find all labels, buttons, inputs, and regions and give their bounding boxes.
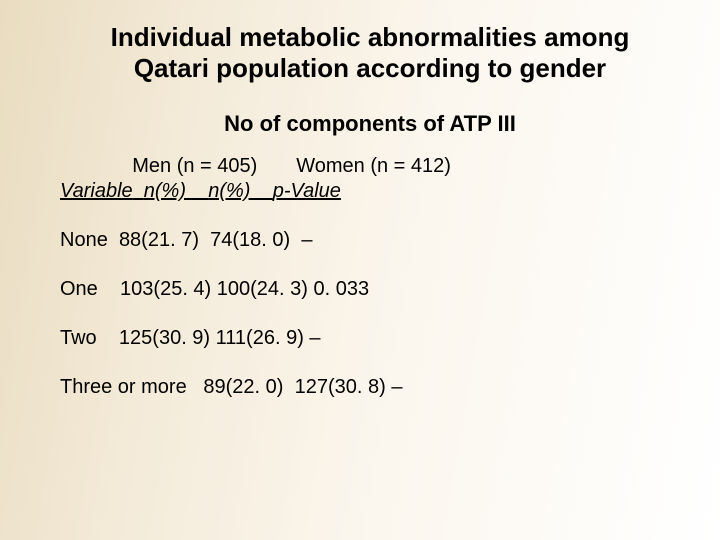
cell-variable: Two xyxy=(60,327,97,349)
table-row: One 103(25. 4) 100(24. 3) 0. 033 xyxy=(60,278,680,301)
women-group-label: Women (n = 412) xyxy=(296,155,451,177)
cell-p: – xyxy=(309,327,320,349)
slide-title: Individual metabolic abnormalities among… xyxy=(70,22,670,83)
slide: Individual metabolic abnormalities among… xyxy=(0,0,720,540)
men-group-label: Men (n = 405) xyxy=(132,155,257,177)
column-headers: Variable n(%) n(%) p-Value xyxy=(60,180,680,203)
col-n2: n(%) xyxy=(208,180,250,202)
cell-men: 88(21. 7) xyxy=(119,229,199,251)
col-pvalue: p-Value xyxy=(273,180,341,202)
group-labels-row: Men (n = 405) Women (n = 412) xyxy=(60,155,680,178)
slide-subtitle: No of components of ATP III xyxy=(60,111,680,137)
cell-variable: Three or more xyxy=(60,376,187,398)
cell-p: – xyxy=(391,376,402,398)
table-row: Two 125(30. 9) 111(26. 9) – xyxy=(60,327,680,350)
cell-men: 89(22. 0) xyxy=(203,376,283,398)
cell-variable: None xyxy=(60,229,108,251)
cell-men: 103(25. 4) xyxy=(120,278,211,300)
cell-p: 0. 033 xyxy=(314,278,370,300)
cell-women: 74(18. 0) xyxy=(210,229,290,251)
cell-women: 127(30. 8) xyxy=(295,376,386,398)
cell-variable: One xyxy=(60,278,98,300)
cell-women: 100(24. 3) xyxy=(217,278,308,300)
table-row: None 88(21. 7) 74(18. 0) – xyxy=(60,229,680,252)
cell-p: – xyxy=(301,229,312,251)
cell-women: 111(26. 9) xyxy=(216,327,304,349)
cell-men: 125(30. 9) xyxy=(119,327,210,349)
col-n1: n(%) xyxy=(144,180,186,202)
table-row: Three or more 89(22. 0) 127(30. 8) – xyxy=(60,376,680,399)
col-variable: Variable xyxy=(60,180,133,202)
